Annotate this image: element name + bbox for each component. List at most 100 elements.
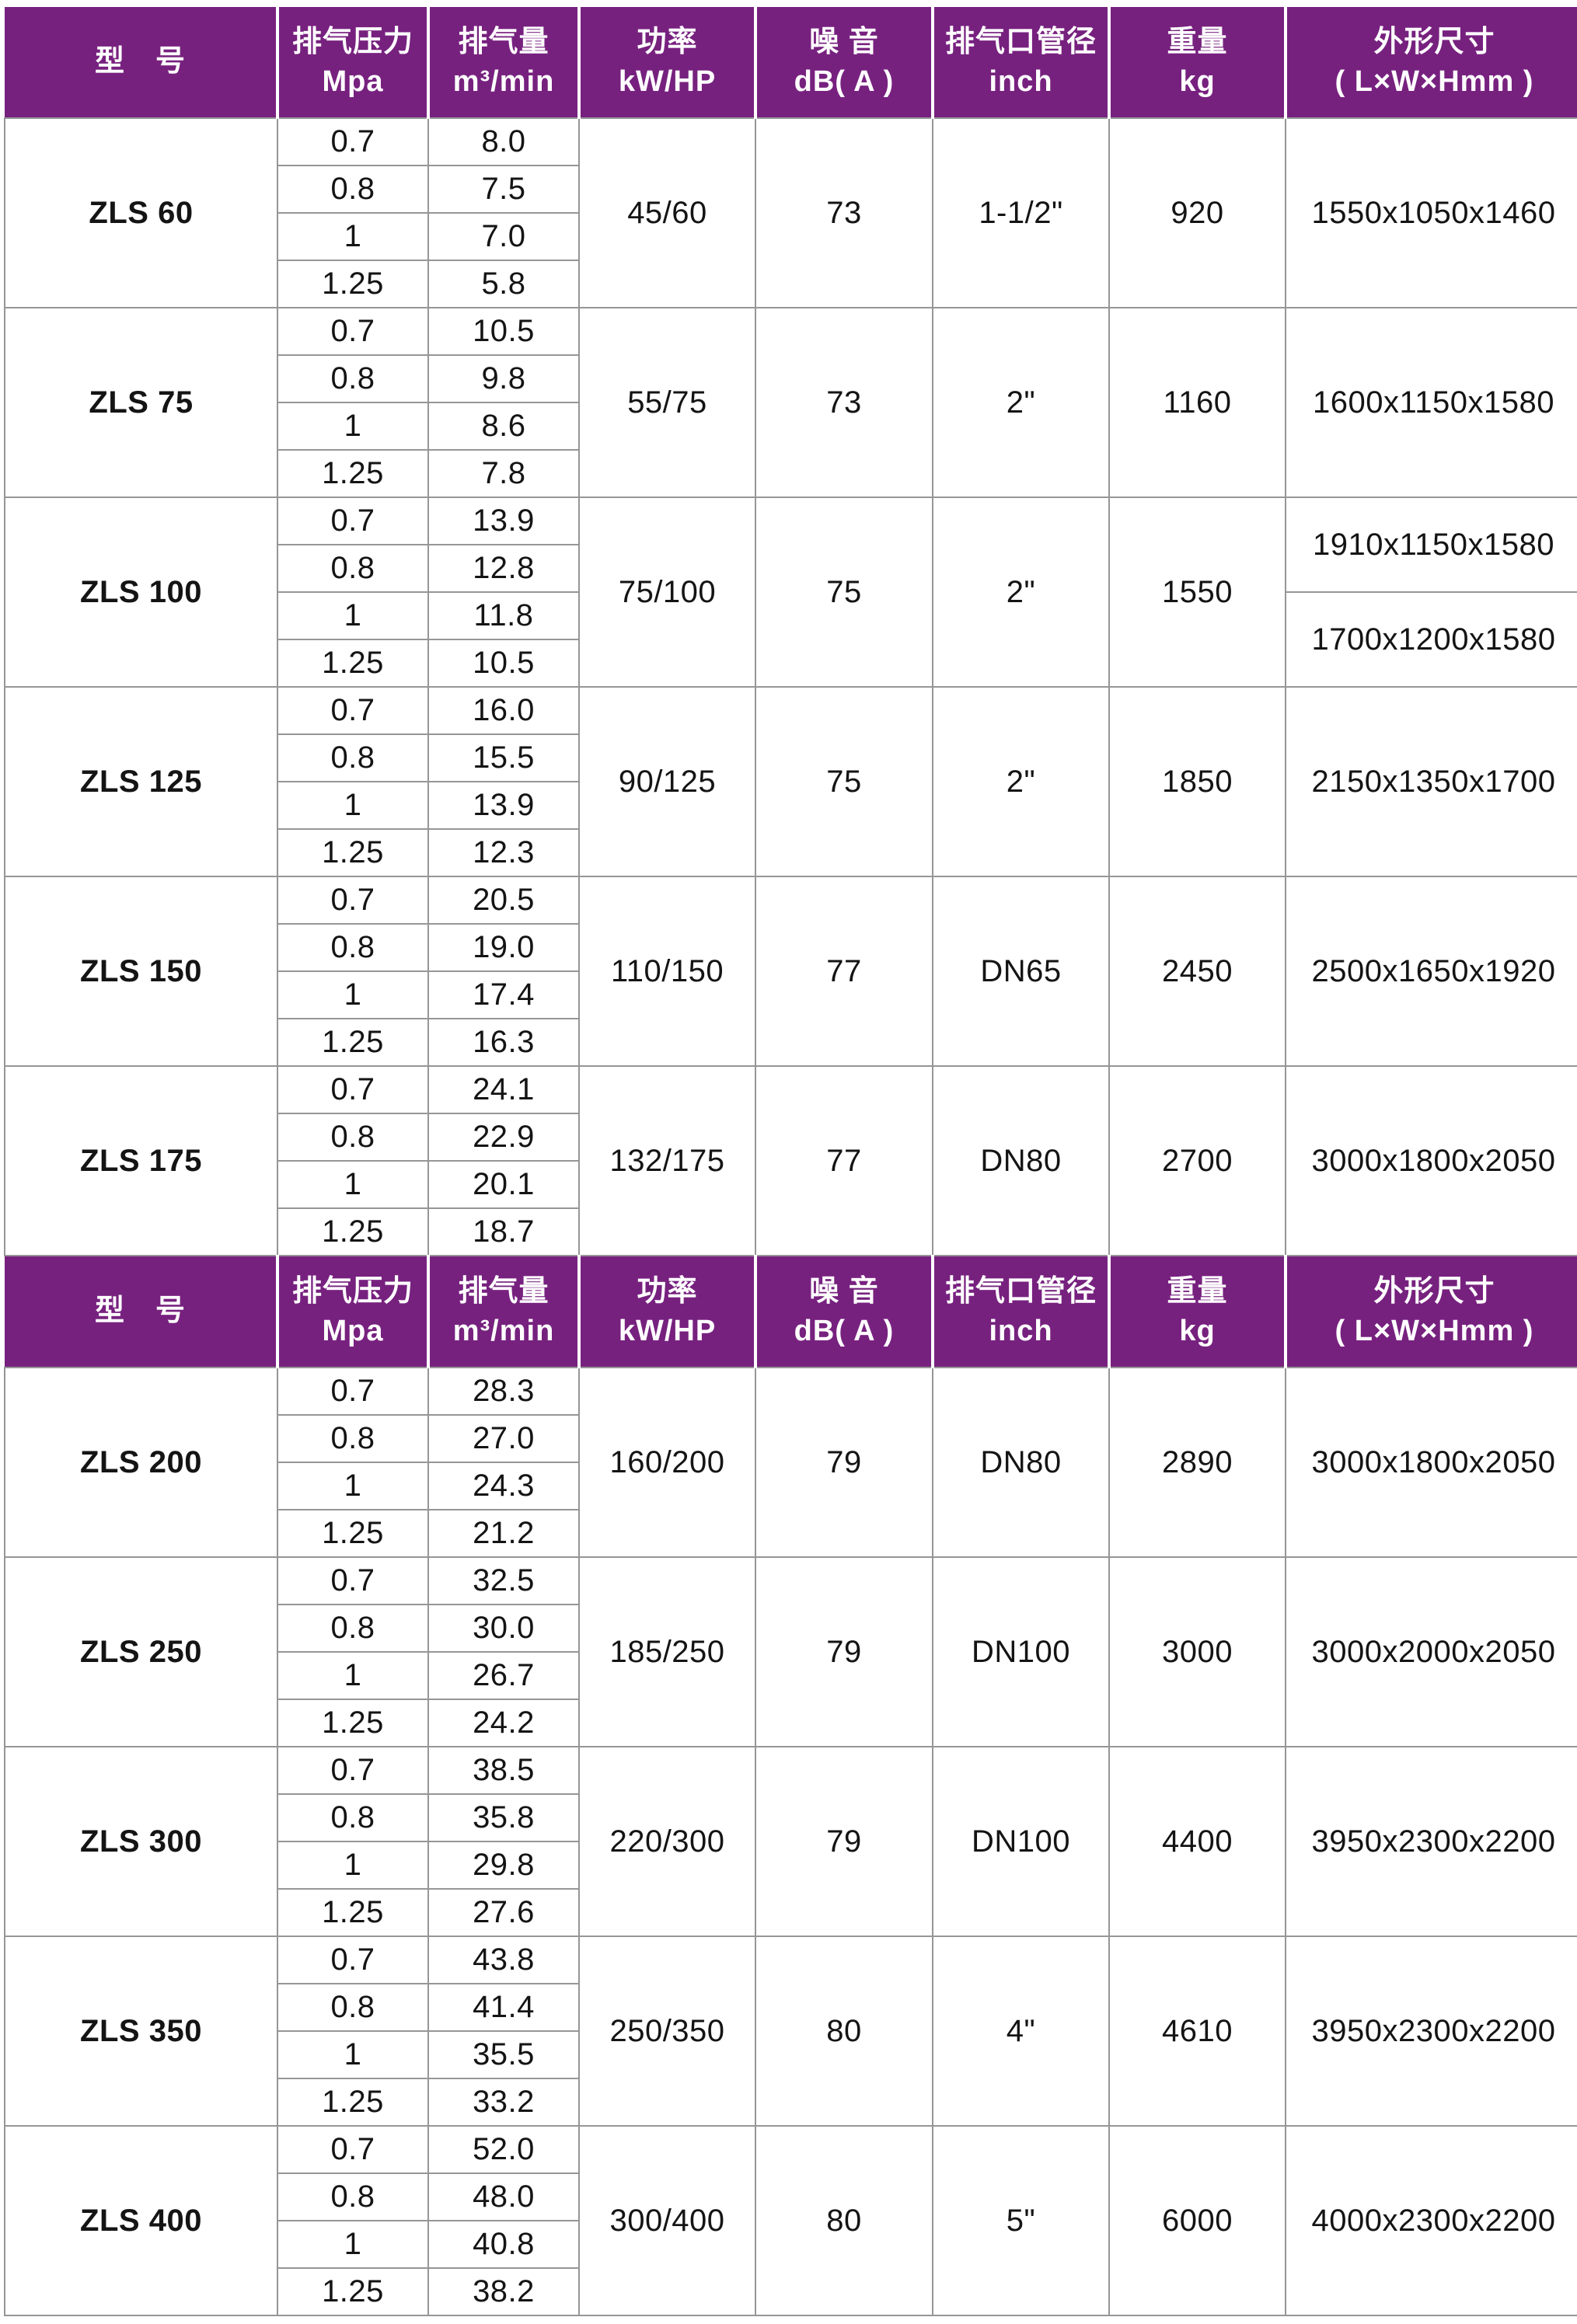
spec-row-zls-200-1.25: 1.25 21.2 <box>5 1509 1577 1558</box>
header-pressure-label: 排气压力 <box>291 25 413 58</box>
power-cell: 110/150 <box>578 876 756 1067</box>
pressure-cell: 0.8 <box>277 1414 429 1463</box>
noise-cell: 73 <box>755 117 933 308</box>
spec-row-zls-150-1.25: 1.25 16.3 <box>5 1018 1577 1067</box>
header-flow-unit: m³/min <box>452 65 555 98</box>
pressure-cell: 1 <box>277 970 429 1019</box>
pipe-cell: 1-1/2" <box>932 117 1110 308</box>
header-noise: 噪 音 dB( A ) <box>755 1256 934 1368</box>
spec-row-zls-75-1.25: 1.25 7.8 <box>5 449 1577 498</box>
flow-cell: 35.5 <box>427 2030 580 2079</box>
header-pressure-label: 排气压力 <box>291 1274 413 1308</box>
spec-row-zls-100-0.8: 0.8 12.8 <box>5 544 1577 593</box>
header-pressure: 排气压力 Mpa <box>277 7 430 118</box>
spec-row-zls-250-1.25: 1.25 24.2 <box>5 1699 1577 1747</box>
noise-cell: 80 <box>755 2125 933 2316</box>
pressure-cell: 1 <box>277 1651 429 1700</box>
pipe-cell: 4" <box>932 1936 1110 2127</box>
pressure-cell: 0.8 <box>277 923 429 972</box>
pressure-cell: 0.7 <box>277 307 429 356</box>
pressure-cell: 0.8 <box>277 1604 429 1653</box>
spec-row-zls-75-1: 1 8.6 <box>5 402 1577 451</box>
spec-row-zls-125-0.8: 0.8 15.5 <box>5 733 1577 782</box>
flow-cell: 41.4 <box>427 1983 580 2032</box>
header-noise-label: 噪 音 <box>809 1274 879 1308</box>
flow-cell: 15.5 <box>427 733 580 782</box>
weight-cell: 1160 <box>1108 307 1286 498</box>
flow-cell: 48.0 <box>427 2172 580 2221</box>
spec-row-zls-350-1.25: 1.25 33.2 <box>5 2078 1577 2127</box>
spec-row-zls-400-0.7: ZLS 400 0.7 52.0 300/400 80 5" 6000 4000x2300x2… <box>4 2125 1577 2316</box>
header-weight: 重量 kg <box>1109 7 1287 118</box>
flow-cell: 18.7 <box>427 1207 580 1256</box>
pipe-cell: DN100 <box>932 1556 1110 1747</box>
pressure-cell: 1.25 <box>277 2267 429 2316</box>
header-flow: 排气量 m³/min <box>428 7 581 118</box>
pressure-cell: 1.25 <box>277 1018 429 1067</box>
flow-cell: 40.8 <box>427 2220 580 2269</box>
noise-cell: 80 <box>755 1936 933 2127</box>
power-cell: 132/175 <box>578 1065 756 1256</box>
pressure-cell: 1.25 <box>277 2078 429 2127</box>
spec-row-zls-125-0.7: ZLS 125 0.7 16.0 90/125 75 2" 1850 2150x1350x17… <box>4 686 1577 877</box>
flow-cell: 8.6 <box>427 402 580 451</box>
pressure-cell: 1 <box>277 1160 429 1209</box>
flow-cell: 10.5 <box>427 307 580 356</box>
pressure-cell: 1.25 <box>277 828 429 877</box>
spec-table-body: 型 号 排气压力 Mpa 排气量 m³/min 功率 kW/HP 噪 音 dB(… <box>4 7 1577 2316</box>
pressure-cell: 1 <box>277 1841 429 1890</box>
spec-row-zls-200-1: 1 24.3 <box>5 1462 1577 1510</box>
pressure-cell: 1 <box>277 1462 429 1510</box>
flow-cell: 5.8 <box>427 260 580 308</box>
weight-cell: 920 <box>1108 117 1286 308</box>
spec-row-zls-60-0.8: 0.8 7.5 <box>5 165 1577 214</box>
pressure-cell: 0.7 <box>277 2125 429 2174</box>
flow-cell: 27.0 <box>427 1414 580 1463</box>
flow-cell: 21.2 <box>427 1509 580 1558</box>
pressure-cell: 0.7 <box>277 1936 429 1984</box>
header-weight-unit: kg <box>1179 65 1216 98</box>
pressure-cell: 0.7 <box>277 117 429 166</box>
spec-row-zls-100-1: 1 11.8 1700x1200x1580 <box>5 591 1577 688</box>
flow-cell: 9.8 <box>427 354 580 403</box>
pressure-cell: 0.8 <box>277 544 429 593</box>
weight-cell: 1550 <box>1108 497 1286 688</box>
header-pipe: 排气口管径 inch <box>933 1256 1111 1368</box>
pipe-cell: DN80 <box>932 1065 1110 1256</box>
flow-cell: 11.8 <box>427 591 580 640</box>
flow-cell: 35.8 <box>427 1793 580 1842</box>
header-flow-label: 排气量 <box>458 25 550 58</box>
spec-row-zls-200-0.8: 0.8 27.0 <box>5 1414 1577 1463</box>
header-weight-unit: kg <box>1179 1315 1216 1347</box>
pipe-cell: DN80 <box>932 1367 1110 1558</box>
flow-cell: 26.7 <box>427 1651 580 1700</box>
spec-row-zls-150-0.8: 0.8 19.0 <box>5 923 1577 972</box>
flow-cell: 7.8 <box>427 449 580 498</box>
spec-row-zls-175-1.25: 1.25 18.7 <box>5 1207 1577 1256</box>
spec-row-zls-300-0.7: ZLS 300 0.7 38.5 220/300 79 DN100 4400 3950x230… <box>4 1746 1577 1937</box>
spec-row-zls-60-1.25: 1.25 5.8 <box>5 260 1577 308</box>
pressure-cell: 0.8 <box>277 1113 429 1162</box>
spec-row-zls-125-1.25: 1.25 12.3 <box>5 828 1577 877</box>
header-dims: 外形尺寸 ( L×W×Hmm ) <box>1286 1256 1577 1368</box>
model-cell-zls-400: ZLS 400 <box>4 2125 278 2316</box>
model-cell-zls-75: ZLS 75 <box>4 307 278 498</box>
flow-cell: 24.2 <box>427 1699 580 1747</box>
header-power-unit: kW/HP <box>618 65 717 98</box>
flow-cell: 24.1 <box>427 1065 580 1114</box>
pressure-cell: 0.8 <box>277 1793 429 1842</box>
dims-cell: 2150x1350x1700 <box>1285 686 1577 877</box>
noise-cell: 77 <box>755 876 933 1067</box>
flow-cell: 20.5 <box>427 876 580 925</box>
header-power: 功率 kW/HP <box>579 7 757 118</box>
header-dims-label: 外形尺寸 <box>1373 1274 1495 1308</box>
flow-cell: 24.3 <box>427 1462 580 1510</box>
pressure-cell: 0.7 <box>277 686 429 735</box>
model-cell-zls-300: ZLS 300 <box>4 1746 278 1937</box>
pipe-cell: 2" <box>932 307 1110 498</box>
pressure-cell: 1.25 <box>277 1509 429 1558</box>
table-header-row: 型 号 排气压力 Mpa 排气量 m³/min 功率 kW/HP 噪 音 dB(… <box>5 1256 1577 1368</box>
weight-cell: 6000 <box>1108 2125 1286 2316</box>
model-cell-zls-100: ZLS 100 <box>4 497 278 688</box>
